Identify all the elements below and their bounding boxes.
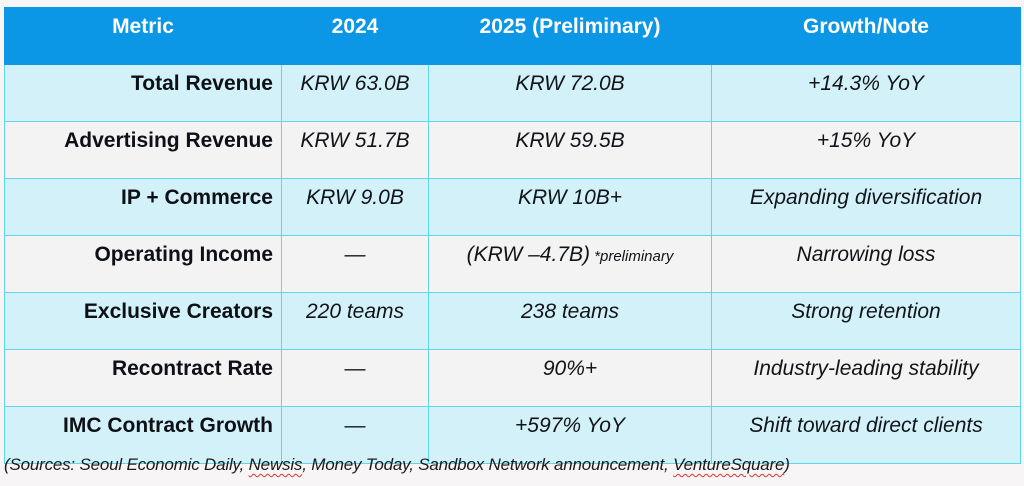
- value-2025-cell: 238 teams: [428, 292, 712, 350]
- header-metric: Metric: [4, 7, 282, 65]
- sources-text: , Money Today, Sandbox Network announcem…: [302, 455, 674, 474]
- sources-text: (Sources: Seoul Economic Daily,: [4, 455, 249, 474]
- metric-cell: Operating Income: [4, 235, 282, 293]
- metric-cell: Total Revenue: [4, 64, 282, 122]
- preliminary-note: *preliminary: [589, 248, 674, 265]
- growth-cell: Strong retention: [711, 292, 1021, 350]
- value-2025-cell: +597% YoY: [428, 406, 712, 464]
- sources-text: ): [784, 455, 790, 474]
- table-row: Exclusive Creators 220 teams 238 teams S…: [4, 292, 1021, 350]
- value-2025: KRW 72.0B: [515, 72, 625, 95]
- value-2025-cell: KRW 72.0B: [428, 64, 712, 122]
- header-2025: 2025 (Preliminary): [428, 7, 712, 65]
- table-row: IMC Contract Growth — +597% YoY Shift to…: [4, 406, 1021, 464]
- value-2024-cell: KRW 63.0B: [281, 64, 429, 122]
- value-2025-cell: (KRW –4.7B) *preliminary: [428, 235, 712, 293]
- spellcheck-word: VentureSquare: [673, 455, 785, 474]
- value-2025: KRW 59.5B: [515, 129, 625, 152]
- header-growth: Growth/Note: [711, 7, 1021, 65]
- growth-cell: Expanding diversification: [711, 178, 1021, 236]
- growth-cell: +14.3% YoY: [711, 64, 1021, 122]
- value-2025: +597% YoY: [515, 414, 625, 437]
- value-2024-cell: —: [281, 349, 429, 407]
- value-2024-cell: 220 teams: [281, 292, 429, 350]
- growth-cell: +15% YoY: [711, 121, 1021, 179]
- table-row: Recontract Rate — 90%+ Industry-leading …: [4, 349, 1021, 407]
- spellcheck-word: Newsis: [248, 455, 303, 474]
- header-2024: 2024: [281, 7, 429, 65]
- growth-cell: Narrowing loss: [711, 235, 1021, 293]
- value-2025-cell: KRW 59.5B: [428, 121, 712, 179]
- value-2025: KRW 10B+: [517, 186, 623, 209]
- header-row: Metric 2024 2025 (Preliminary) Growth/No…: [4, 7, 1021, 65]
- metric-cell: IMC Contract Growth: [4, 406, 282, 464]
- table-row: Total Revenue KRW 63.0B KRW 72.0B +14.3%…: [4, 64, 1021, 122]
- value-2024-cell: KRW 51.7B: [281, 121, 429, 179]
- table-row: Operating Income — (KRW –4.7B) *prelimin…: [4, 235, 1021, 293]
- value-2025: 238 teams: [520, 300, 620, 323]
- metric-cell: IP + Commerce: [4, 178, 282, 236]
- sources-caption: (Sources: Seoul Economic Daily, Newsis, …: [4, 455, 790, 475]
- value-2025: 90%+: [542, 357, 598, 380]
- growth-cell: Industry-leading stability: [711, 349, 1021, 407]
- table-row: IP + Commerce KRW 9.0B KRW 10B+ Expandin…: [4, 178, 1021, 236]
- metric-cell: Advertising Revenue: [4, 121, 282, 179]
- metric-cell: Exclusive Creators: [4, 292, 282, 350]
- value-2024-cell: —: [281, 235, 429, 293]
- metrics-table: Metric 2024 2025 (Preliminary) Growth/No…: [4, 7, 1021, 464]
- table-row: Advertising Revenue KRW 51.7B KRW 59.5B …: [4, 121, 1021, 179]
- value-2024-cell: KRW 9.0B: [281, 178, 429, 236]
- metric-cell: Recontract Rate: [4, 349, 282, 407]
- growth-cell: Shift toward direct clients: [711, 406, 1021, 464]
- value-2025: (KRW –4.7B): [466, 243, 590, 266]
- value-2025-cell: KRW 10B+: [428, 178, 712, 236]
- value-2025-cell: 90%+: [428, 349, 712, 407]
